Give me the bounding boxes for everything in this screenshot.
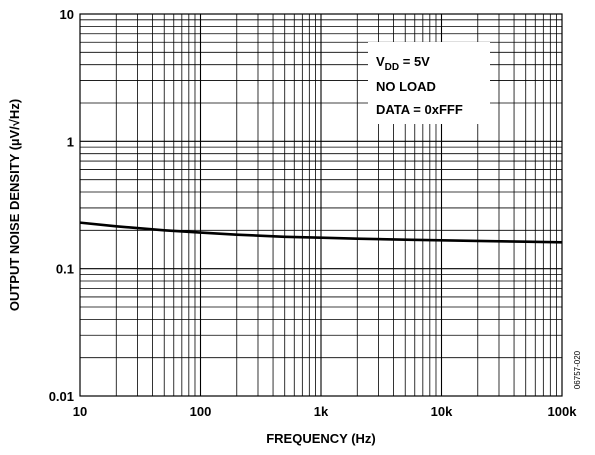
x-tick-label: 1k xyxy=(314,404,329,419)
annotation-line: NO LOAD xyxy=(376,79,436,94)
y-tick-label: 0.01 xyxy=(49,389,74,404)
annotation-line: VDD = 5V xyxy=(376,54,430,73)
y-tick-label: 1 xyxy=(67,134,74,149)
x-axis-title: FREQUENCY (Hz) xyxy=(266,431,376,446)
noise-density-line xyxy=(79,221,563,244)
y-axis-title: OUTPUT NOISE DENSITY (µV/√Hz) xyxy=(7,99,22,311)
x-tick-label: 10 xyxy=(73,404,87,419)
series-layer xyxy=(79,221,563,244)
y-tick-label: 10 xyxy=(60,7,74,22)
x-tick-label: 10k xyxy=(431,404,453,419)
conditions-annotation: VDD = 5V NO LOAD DATA = 0xFFF xyxy=(368,42,490,124)
figure-id: 06757-020 xyxy=(573,350,582,389)
y-tick-label: 0.1 xyxy=(56,262,74,277)
tick-labels: 10 100 1k 10k 100k 0.01 0.1 1 10 xyxy=(49,7,578,419)
plot-frame xyxy=(79,13,563,397)
grid-lines xyxy=(80,14,562,396)
x-tick-label: 100k xyxy=(548,404,578,419)
annotation-background xyxy=(368,42,490,124)
x-tick-label: 100 xyxy=(190,404,212,419)
annotation-line: DATA = 0xFFF xyxy=(376,102,463,117)
